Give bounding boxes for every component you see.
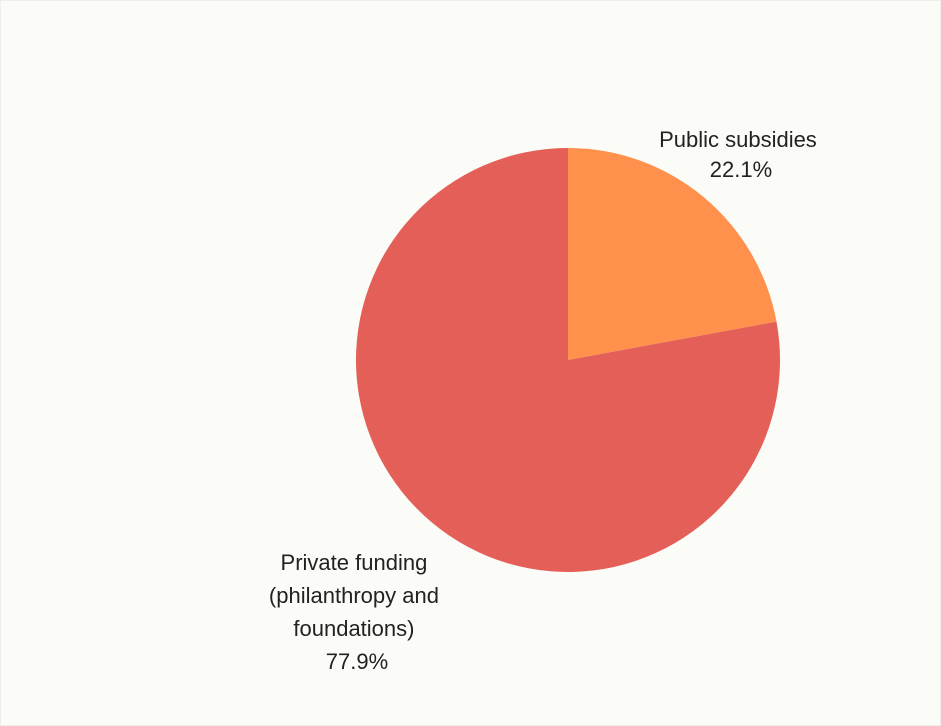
- slice-percent-label: 77.9%: [326, 649, 388, 674]
- slice-label-private-funding: Private funding (philanthropy and founda…: [269, 550, 445, 674]
- slice-label-public-subsidies: Public subsidies 22.1%: [659, 127, 823, 182]
- pie-slices: [356, 148, 781, 572]
- pie-slice-0: [568, 148, 777, 360]
- slice-label-line: Public subsidies: [659, 127, 817, 152]
- slice-label-line: (philanthropy and: [269, 583, 439, 608]
- pie-slice-1: [356, 148, 781, 572]
- slice-label-line: foundations): [293, 616, 414, 641]
- slice-label-line: Private funding: [281, 550, 428, 575]
- slice-percent-label: 22.1%: [710, 157, 772, 182]
